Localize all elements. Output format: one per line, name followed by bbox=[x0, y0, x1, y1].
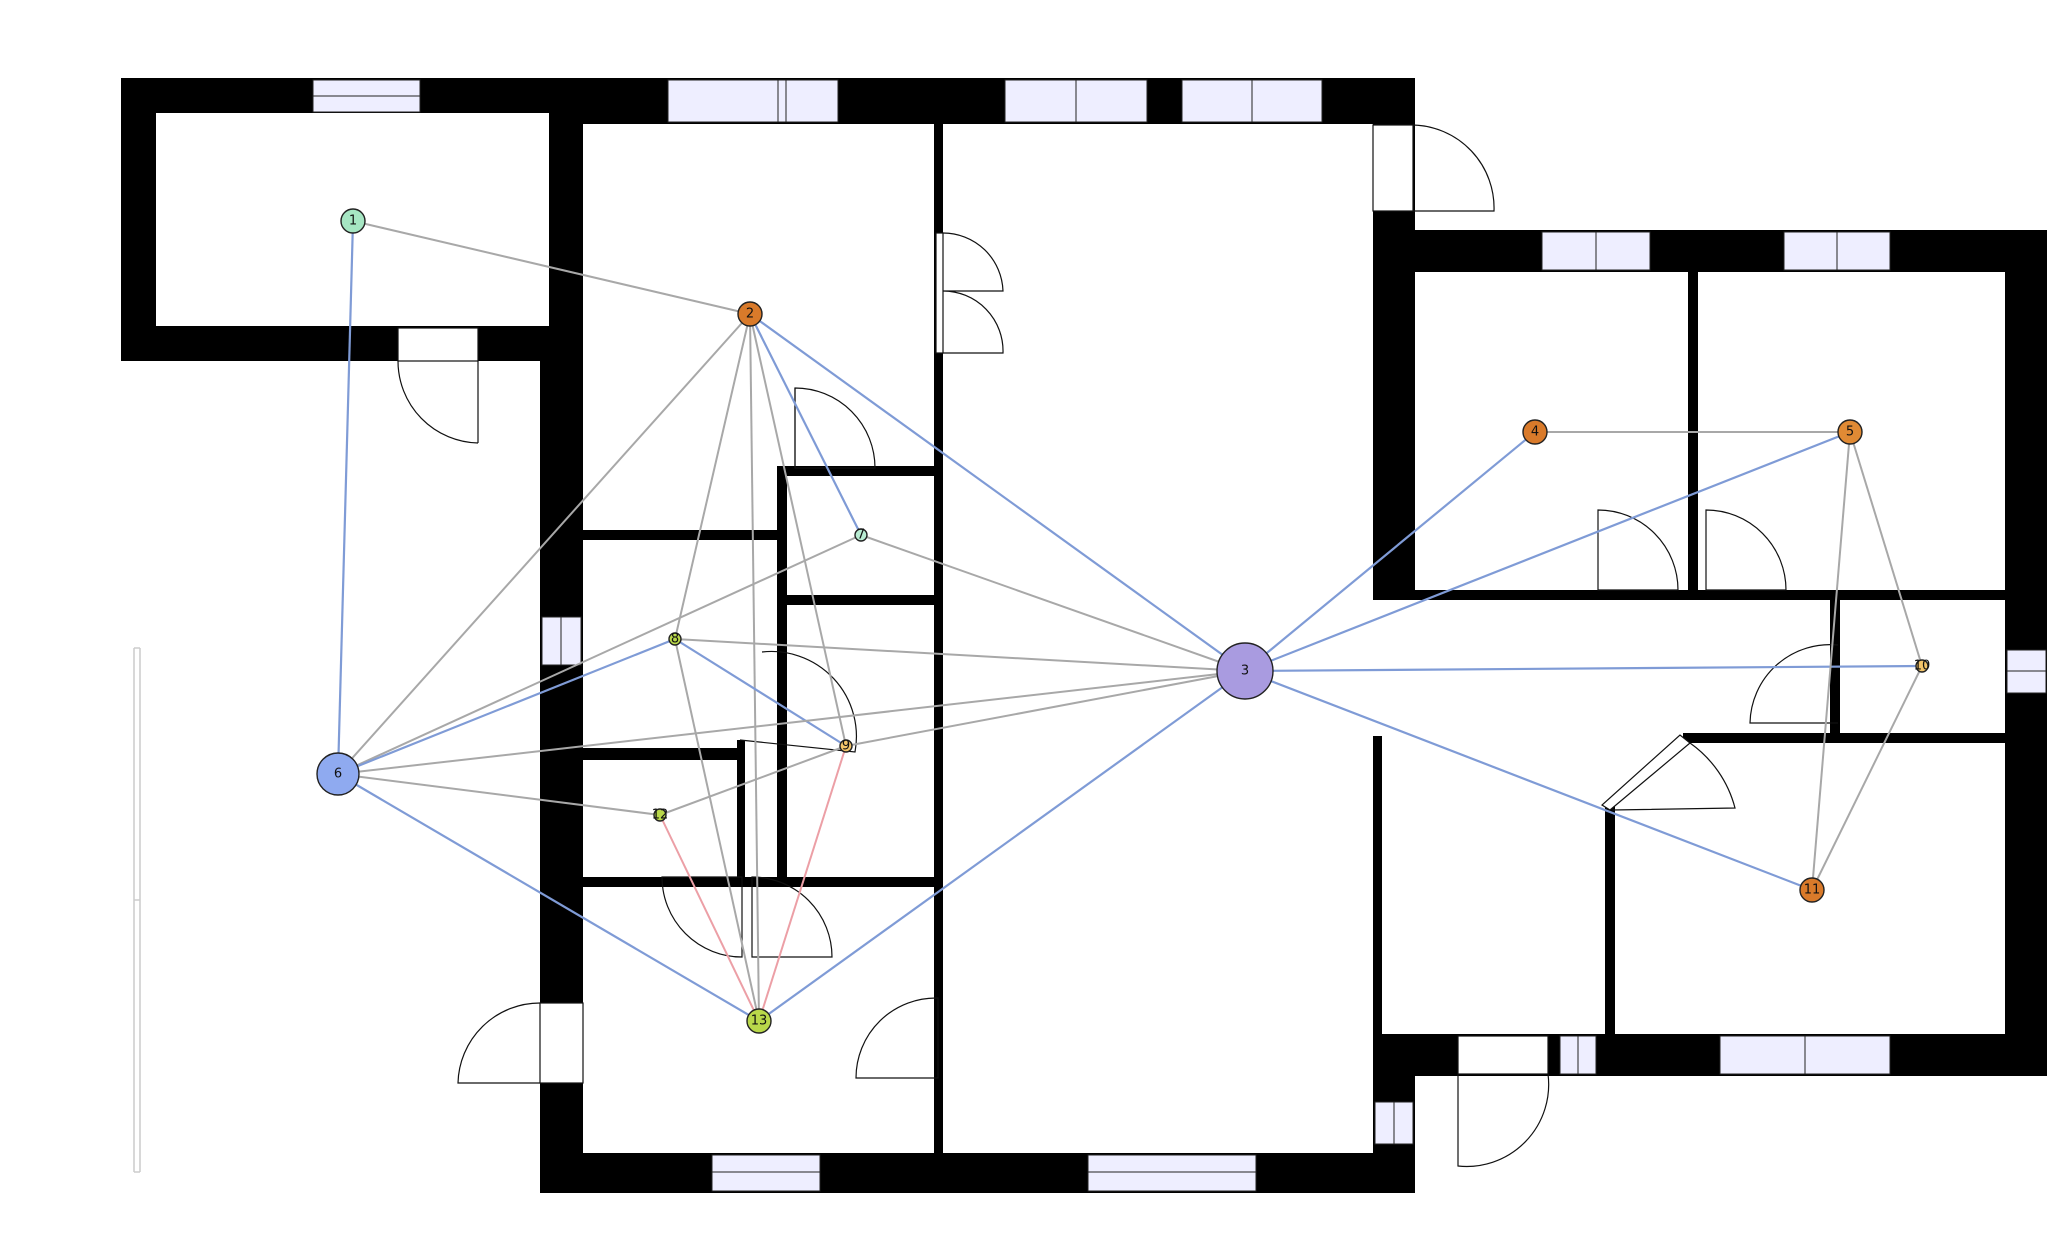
edge-3-10 bbox=[1244, 664, 1923, 673]
node-9[interactable]: 9 bbox=[839, 739, 853, 754]
node-circle bbox=[1915, 659, 1929, 673]
edge-2-8 bbox=[674, 313, 751, 640]
edge-7-6 bbox=[337, 534, 862, 775]
walls bbox=[121, 78, 2047, 1193]
edge-1-6 bbox=[336, 220, 355, 775]
node-10[interactable]: 10 bbox=[1914, 659, 1931, 674]
edge-3-13 bbox=[758, 670, 1246, 1022]
windows bbox=[312, 79, 2047, 1192]
edge-5-11 bbox=[1811, 431, 1851, 891]
scale-bar bbox=[133, 647, 141, 1173]
node-3[interactable]: 3 bbox=[1216, 642, 1274, 700]
node-circle bbox=[839, 739, 853, 753]
node-label: 6 bbox=[334, 767, 342, 782]
node-8[interactable]: 8 bbox=[668, 632, 682, 647]
doors bbox=[397, 124, 1839, 1168]
edge-2-13 bbox=[749, 313, 760, 1022]
node-circle bbox=[1837, 419, 1863, 445]
edge-3-4 bbox=[1244, 431, 1536, 672]
edge-6-12 bbox=[337, 773, 661, 816]
node-circle bbox=[316, 752, 360, 796]
node-label: 3 bbox=[1241, 664, 1249, 679]
node-label: 8 bbox=[671, 632, 679, 647]
edge-8-9 bbox=[674, 638, 847, 747]
graph-edges bbox=[336, 220, 1923, 1022]
edge-3-11 bbox=[1244, 669, 1813, 892]
edge-6-13 bbox=[337, 773, 760, 1022]
node-7[interactable]: 7 bbox=[854, 528, 868, 543]
edge-2-6 bbox=[337, 313, 751, 775]
edge-2-9 bbox=[749, 313, 847, 747]
edge-9-13 bbox=[758, 745, 847, 1022]
node-circle bbox=[668, 632, 682, 646]
node-label: 13 bbox=[751, 1014, 768, 1029]
edge-2-3 bbox=[749, 313, 1246, 672]
edge-12-13 bbox=[659, 814, 760, 1022]
node-circle bbox=[340, 208, 366, 234]
node-circle bbox=[653, 808, 667, 822]
node-label: 9 bbox=[842, 739, 850, 754]
edge-6-3 bbox=[337, 670, 1246, 775]
node-12[interactable]: 12 bbox=[652, 808, 669, 823]
node-2[interactable]: 2 bbox=[737, 301, 763, 327]
edge-5-10 bbox=[1849, 431, 1923, 667]
node-label: 11 bbox=[1804, 883, 1821, 898]
node-circle bbox=[1522, 419, 1548, 445]
node-label: 12 bbox=[652, 808, 669, 823]
node-label: 4 bbox=[1531, 425, 1539, 440]
node-label: 10 bbox=[1914, 659, 1931, 674]
node-label: 7 bbox=[857, 528, 865, 543]
edge-9-12 bbox=[659, 745, 847, 816]
edge-8-13 bbox=[674, 638, 760, 1022]
edge-3-5 bbox=[1244, 430, 1851, 673]
edge-2-7 bbox=[749, 313, 862, 536]
node-label: 5 bbox=[1846, 425, 1854, 440]
edge-8-6 bbox=[337, 637, 676, 776]
node-circle bbox=[1799, 877, 1825, 903]
node-11[interactable]: 11 bbox=[1799, 877, 1825, 903]
node-label: 2 bbox=[746, 307, 754, 322]
node-circle bbox=[737, 301, 763, 327]
node-circle bbox=[1216, 642, 1274, 700]
node-4[interactable]: 4 bbox=[1522, 419, 1548, 445]
node-1[interactable]: 1 bbox=[340, 208, 366, 234]
node-circle bbox=[746, 1008, 772, 1034]
node-13[interactable]: 13 bbox=[746, 1008, 772, 1034]
node-5[interactable]: 5 bbox=[1837, 419, 1863, 445]
edge-7-3 bbox=[860, 534, 1246, 672]
edge-10-11 bbox=[1811, 665, 1923, 891]
node-6[interactable]: 6 bbox=[316, 752, 360, 796]
node-circle bbox=[854, 528, 868, 542]
edge-1-2 bbox=[352, 220, 751, 315]
edge-9-3 bbox=[845, 670, 1246, 747]
edge-8-3 bbox=[674, 638, 1246, 672]
node-label: 1 bbox=[349, 214, 357, 229]
